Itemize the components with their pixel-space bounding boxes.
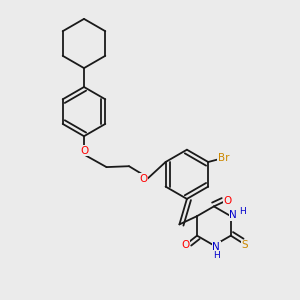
Text: O: O	[80, 146, 88, 156]
Text: O: O	[223, 196, 232, 206]
Text: O: O	[139, 174, 148, 184]
Text: O: O	[181, 240, 189, 250]
Text: H: H	[239, 207, 246, 216]
Text: S: S	[242, 240, 248, 250]
Text: Br: Br	[218, 153, 230, 164]
Text: N: N	[229, 210, 237, 220]
Text: H: H	[213, 251, 220, 260]
Text: N: N	[212, 242, 220, 252]
